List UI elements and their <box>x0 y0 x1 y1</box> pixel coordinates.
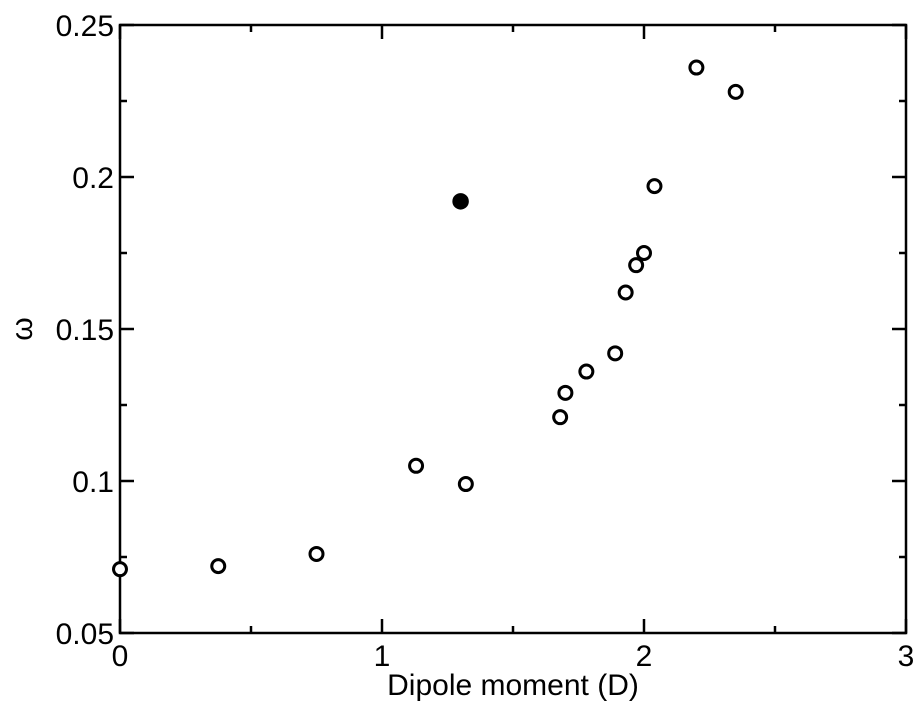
open-data-point <box>688 59 705 76</box>
open-data-point <box>646 178 663 195</box>
open-data-point <box>636 245 652 261</box>
plot-frame <box>118 23 908 635</box>
data-points <box>112 59 744 578</box>
x-tick-label: 3 <box>898 640 915 673</box>
open-data-point <box>552 409 569 426</box>
filled-data-point <box>452 193 469 210</box>
open-data-point <box>457 476 474 493</box>
y-tick-label: 0.05 <box>56 618 114 651</box>
y-tick-label: 0.25 <box>56 10 114 43</box>
y-tick-label: 0.2 <box>72 162 114 195</box>
x-axis-label: Dipole moment (D) <box>387 669 639 702</box>
open-data-point <box>628 257 645 274</box>
x-tick-label: 0 <box>112 640 129 673</box>
open-data-point <box>308 545 325 562</box>
y-tick-label: 0.15 <box>56 314 114 347</box>
open-data-point <box>578 363 595 380</box>
x-tick-label: 2 <box>636 640 653 673</box>
open-data-point <box>727 83 744 100</box>
x-tick-label: 1 <box>374 640 391 673</box>
x-axis: 0 1 2 3 <box>112 25 915 673</box>
y-axis: 0.05 0.1 0.15 0.2 0.25 <box>56 10 906 651</box>
open-data-point <box>557 384 574 401</box>
open-data-point <box>617 284 634 301</box>
y-tick-label: 0.1 <box>72 466 114 499</box>
open-data-point <box>210 558 227 575</box>
open-data-point <box>408 457 425 474</box>
open-data-point <box>112 561 128 578</box>
y-axis-label: ω <box>6 317 39 340</box>
open-data-point <box>607 345 624 362</box>
